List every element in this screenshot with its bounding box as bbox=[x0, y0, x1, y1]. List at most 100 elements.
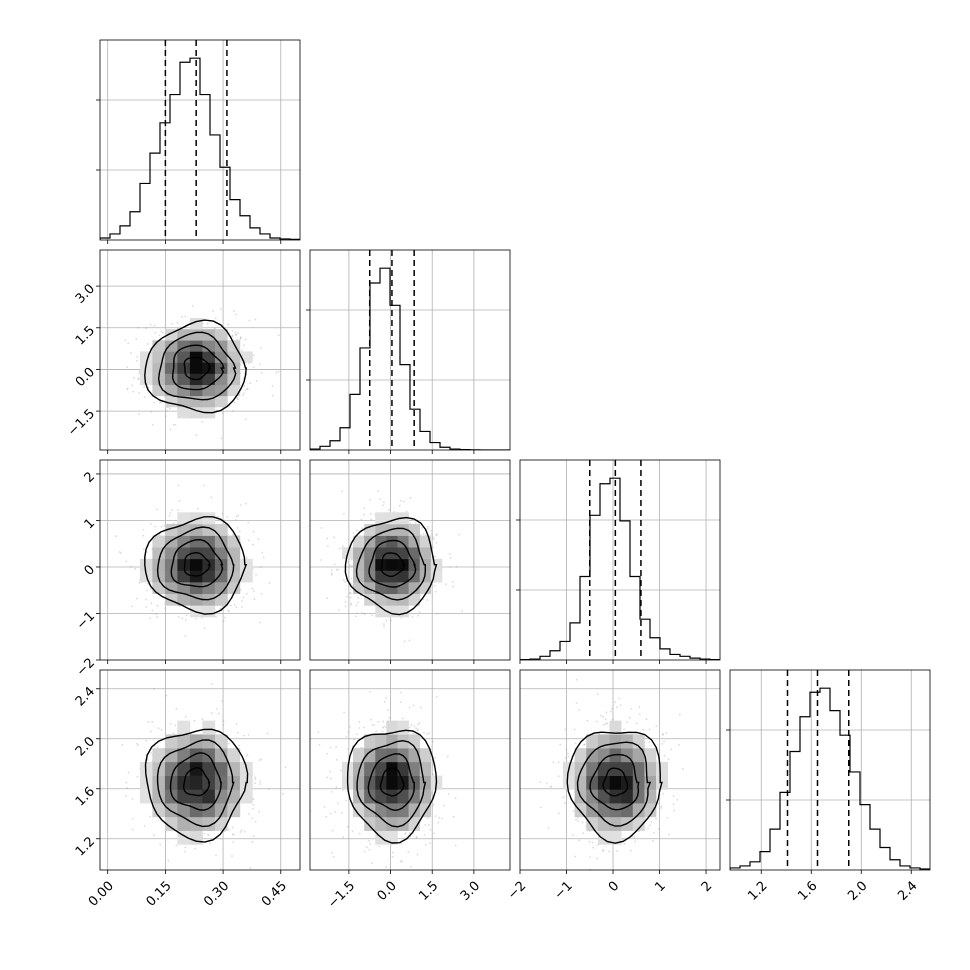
sample-point bbox=[219, 308, 222, 310]
sample-point bbox=[341, 545, 344, 548]
sample-point bbox=[432, 803, 435, 806]
sample-point bbox=[371, 862, 373, 864]
sample-point bbox=[195, 617, 197, 620]
sample-point bbox=[243, 385, 245, 387]
density-cell bbox=[386, 535, 398, 548]
sample-point bbox=[165, 410, 168, 412]
x-tick-label: 1.5 bbox=[416, 879, 441, 904]
contour-line bbox=[346, 729, 438, 844]
sample-point bbox=[454, 844, 457, 847]
sample-point bbox=[379, 498, 382, 501]
sample-point bbox=[615, 706, 618, 709]
sample-point bbox=[134, 567, 137, 570]
sample-point bbox=[596, 844, 599, 847]
sample-point bbox=[206, 322, 209, 325]
density-cell bbox=[386, 734, 398, 749]
sample-point bbox=[424, 823, 427, 826]
sample-point bbox=[230, 604, 232, 607]
sample-point bbox=[240, 336, 242, 339]
density-cell bbox=[609, 720, 622, 735]
sample-point bbox=[169, 512, 172, 515]
sample-point bbox=[403, 640, 406, 643]
density-cell bbox=[621, 734, 634, 749]
sample-point bbox=[181, 617, 184, 620]
density-cell bbox=[609, 775, 622, 790]
sample-point bbox=[261, 551, 264, 554]
sample-point bbox=[573, 728, 576, 731]
y-tick-label: 2.4 bbox=[73, 684, 98, 709]
sample-point bbox=[181, 316, 183, 318]
sample-point bbox=[595, 857, 598, 860]
y-tick-label: 1.2 bbox=[73, 834, 98, 859]
sample-point bbox=[226, 516, 229, 518]
sample-point bbox=[203, 832, 206, 835]
sample-point bbox=[645, 718, 648, 720]
sample-point bbox=[284, 766, 287, 769]
density-cell bbox=[214, 384, 228, 397]
sample-point bbox=[660, 807, 663, 809]
density-cell bbox=[364, 535, 376, 548]
x-tick-label: 0 bbox=[606, 879, 622, 895]
contour-line bbox=[156, 526, 235, 601]
density-cell bbox=[177, 329, 191, 341]
density-cell bbox=[364, 775, 376, 790]
sample-point bbox=[434, 815, 437, 817]
histogram-step bbox=[520, 477, 720, 660]
sample-point bbox=[412, 704, 415, 707]
sample-point bbox=[661, 742, 664, 745]
sample-point bbox=[180, 873, 182, 875]
sample-point bbox=[259, 566, 262, 569]
density-cell bbox=[586, 761, 599, 776]
sample-point bbox=[444, 583, 447, 586]
sample-point bbox=[231, 855, 233, 857]
sample-point bbox=[248, 812, 250, 815]
density-cell bbox=[177, 523, 191, 536]
sample-point bbox=[681, 767, 684, 770]
density-cell bbox=[177, 340, 191, 352]
sample-point bbox=[239, 337, 242, 339]
sample-point bbox=[236, 338, 239, 341]
sample-point bbox=[242, 394, 244, 397]
sample-point bbox=[196, 507, 199, 510]
density-cell bbox=[189, 789, 203, 804]
sample-point bbox=[252, 354, 255, 357]
sample-point bbox=[150, 751, 152, 754]
density-cell bbox=[386, 720, 398, 735]
density-cell bbox=[139, 558, 153, 571]
density-cell bbox=[419, 582, 432, 595]
density-cell bbox=[353, 761, 365, 776]
sample-point bbox=[259, 346, 262, 349]
sample-point bbox=[329, 812, 332, 815]
sample-point bbox=[207, 834, 210, 837]
sample-point bbox=[221, 412, 224, 415]
sample-point bbox=[412, 732, 415, 735]
sample-point bbox=[354, 615, 357, 618]
sample-point bbox=[550, 785, 553, 788]
density-cell bbox=[214, 816, 228, 831]
sample-point bbox=[404, 832, 407, 835]
density-cell bbox=[632, 789, 645, 804]
sample-point bbox=[424, 843, 427, 846]
density-cell bbox=[214, 547, 228, 560]
sample-point bbox=[143, 385, 146, 388]
density-cell bbox=[152, 340, 166, 352]
sample-point bbox=[170, 508, 173, 511]
density-cell bbox=[563, 775, 575, 790]
density-cell bbox=[364, 547, 376, 560]
sample-point bbox=[232, 841, 235, 844]
sample-point bbox=[156, 615, 159, 618]
sample-point bbox=[626, 721, 629, 724]
density-cell bbox=[397, 761, 409, 776]
sample-point bbox=[251, 841, 254, 843]
density-cell bbox=[189, 830, 203, 845]
sample-point bbox=[178, 500, 181, 503]
density-cell bbox=[214, 395, 228, 408]
sample-point bbox=[326, 537, 329, 540]
density-cell bbox=[419, 803, 432, 818]
sample-point bbox=[578, 709, 581, 711]
density-layer bbox=[121, 683, 287, 875]
x-tick-label: 2.4 bbox=[895, 879, 920, 904]
panel-frame bbox=[309, 249, 511, 451]
density-cell bbox=[189, 535, 203, 548]
density-cell bbox=[152, 362, 166, 374]
